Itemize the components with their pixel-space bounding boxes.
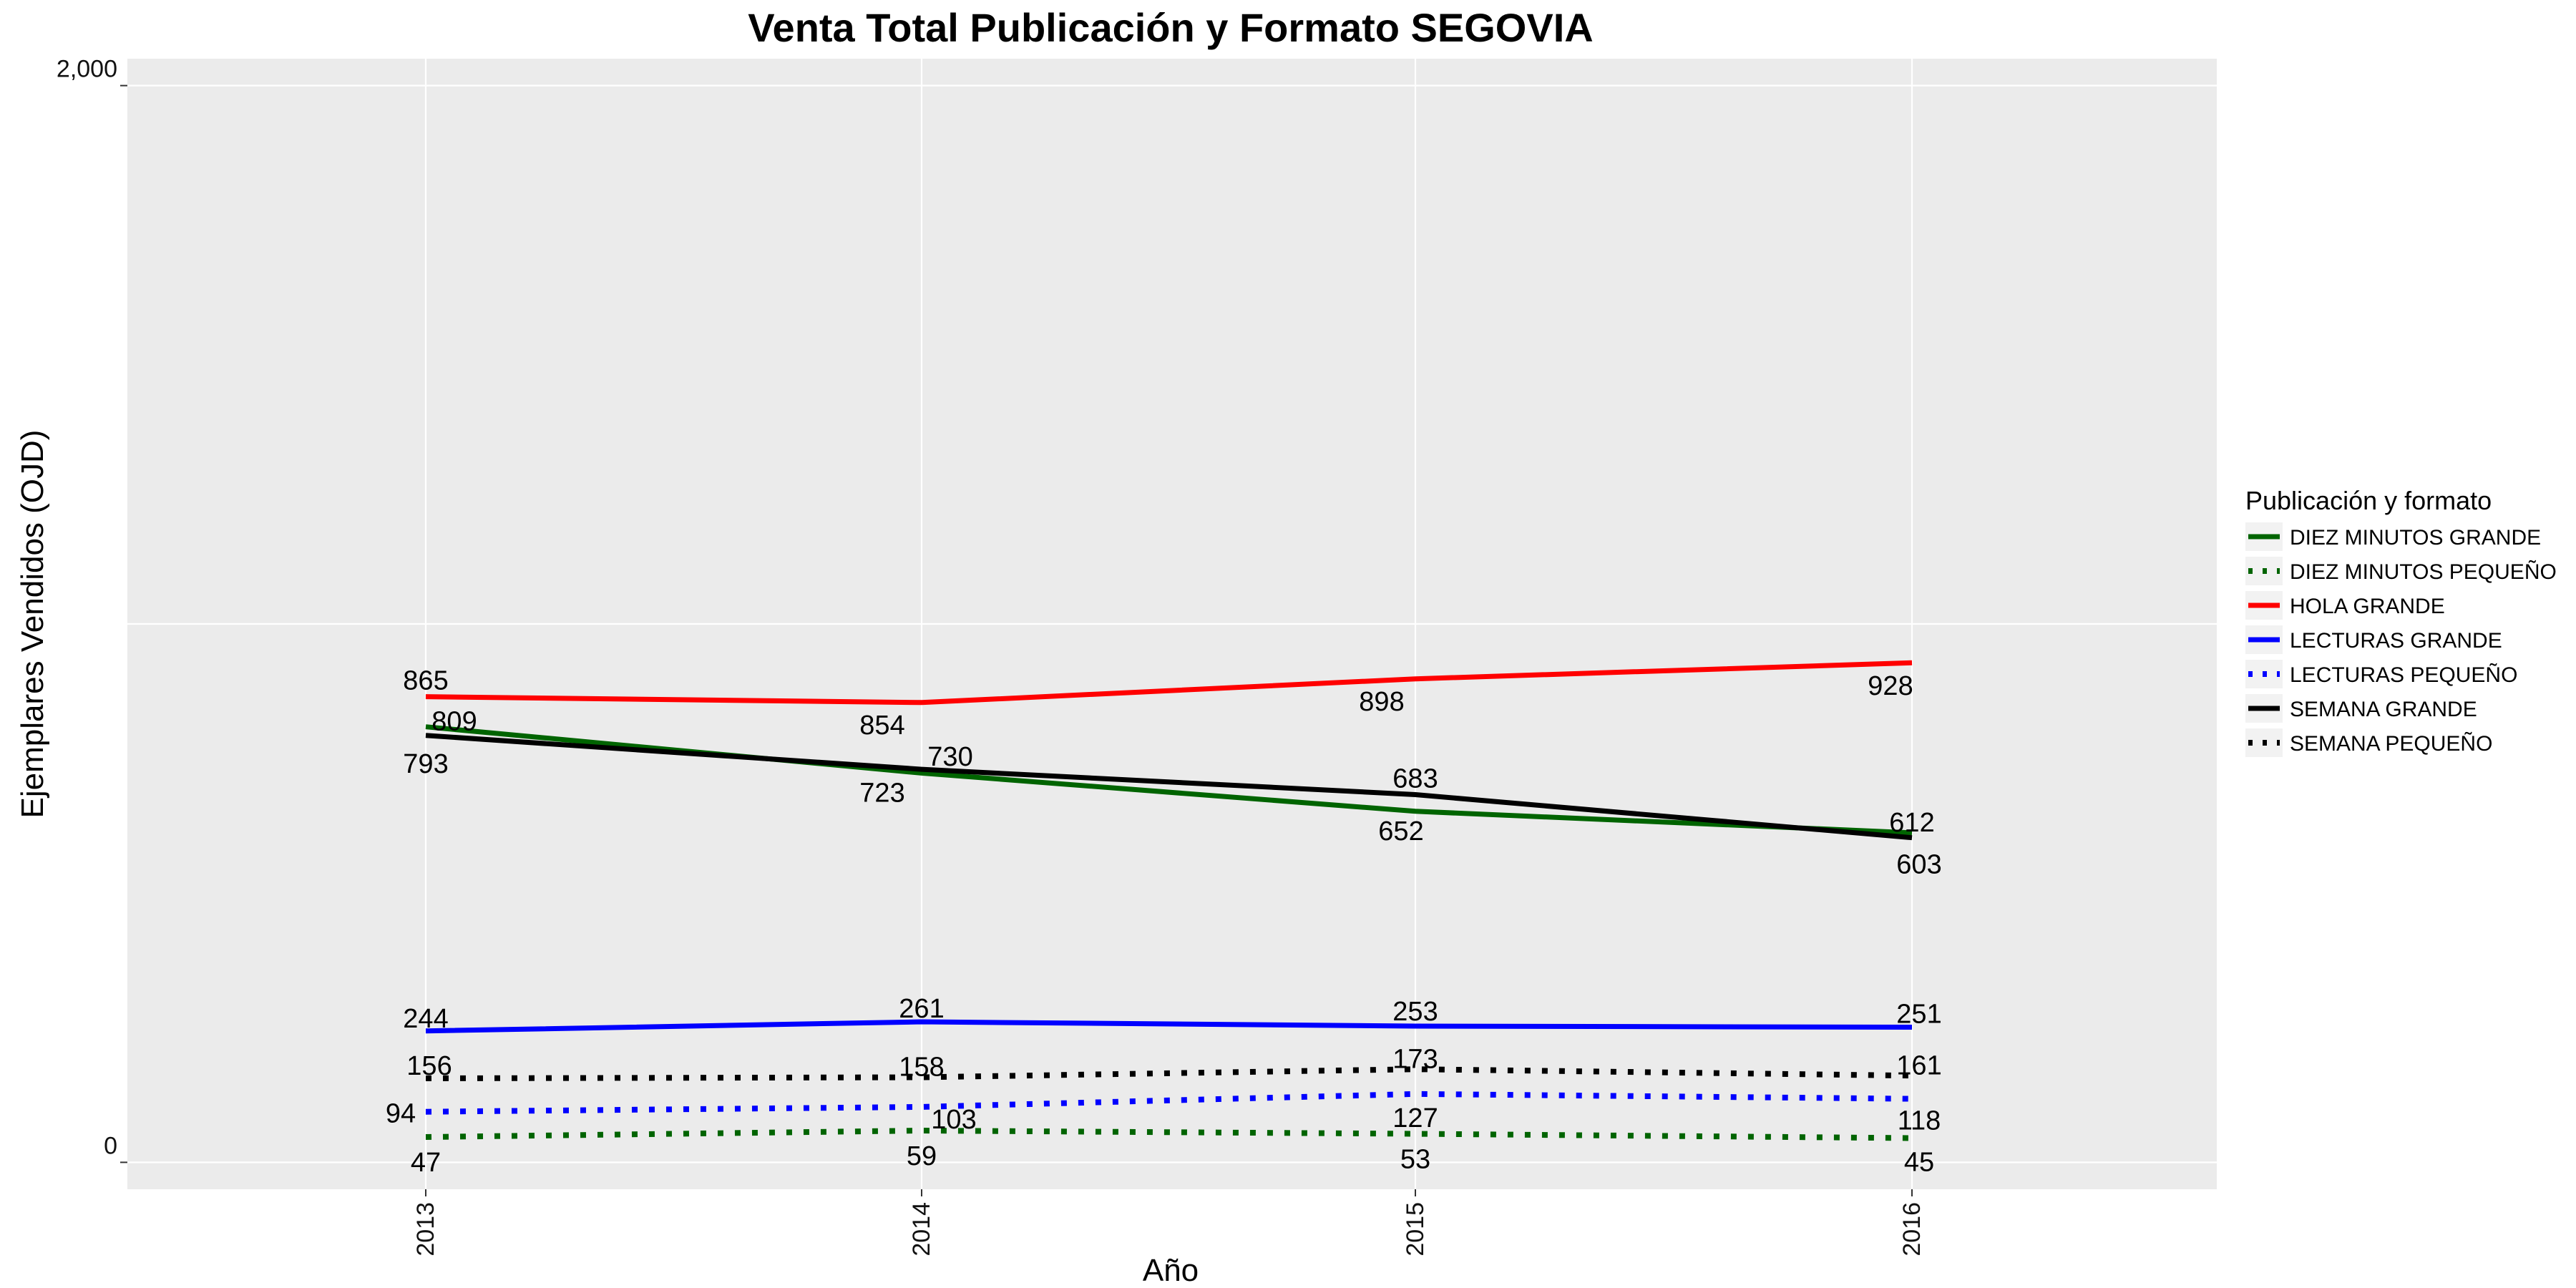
data-label: 928 xyxy=(1868,671,1913,701)
data-label: 53 xyxy=(1400,1145,1430,1175)
x-tick-label: 2014 xyxy=(908,1202,935,1257)
data-label: 59 xyxy=(907,1141,937,1171)
y-axis-title: Ejemplares Vendidos (OJD) xyxy=(15,430,50,819)
series-lines xyxy=(425,660,1913,1141)
data-label: 793 xyxy=(403,749,448,779)
data-label: 94 xyxy=(386,1099,416,1129)
data-label: 723 xyxy=(859,778,904,808)
legend-label: LECTURAS GRANDE xyxy=(2290,629,2502,653)
x-tick-label: 2016 xyxy=(1898,1202,1926,1257)
series-line xyxy=(425,1066,1913,1081)
series-line xyxy=(425,660,1913,706)
series-line xyxy=(425,1091,1913,1115)
legend-label: SEMANA GRANDE xyxy=(2290,698,2477,721)
y-axis-ticks: 0 2,000 xyxy=(57,56,127,1163)
x-tick-label: 2013 xyxy=(412,1202,439,1257)
data-label: 612 xyxy=(1889,808,1934,838)
chart-title: Venta Total Publicación y Formato SEGOVI… xyxy=(748,5,1593,50)
legend: Publicación y formato DIEZ MINUTOS GRAND… xyxy=(2245,486,2557,757)
x-axis-ticks: 2013 2014 2015 2016 xyxy=(412,1189,1926,1257)
legend-label: DIEZ MINUTOS PEQUEÑO xyxy=(2290,560,2557,584)
data-label: 158 xyxy=(899,1053,944,1083)
data-label: 898 xyxy=(1359,687,1404,717)
data-label: 683 xyxy=(1392,764,1438,794)
series-line xyxy=(425,1019,1913,1034)
data-label: 865 xyxy=(403,666,448,696)
y-tick-label: 2,000 xyxy=(57,56,117,83)
legend-title: Publicación y formato xyxy=(2245,486,2492,515)
legend-label: LECTURAS PEQUEÑO xyxy=(2290,663,2517,687)
legend-label: HOLA GRANDE xyxy=(2290,595,2445,618)
data-label: 161 xyxy=(1896,1050,1941,1080)
data-label: 244 xyxy=(403,1004,448,1034)
data-label: 127 xyxy=(1392,1103,1438,1133)
data-label: 253 xyxy=(1392,997,1438,1027)
data-label: 156 xyxy=(406,1051,452,1081)
data-label: 45 xyxy=(1904,1148,1934,1178)
x-tick-label: 2015 xyxy=(1402,1202,1429,1257)
data-label: 251 xyxy=(1896,1000,1941,1030)
legend-label: DIEZ MINUTOS GRANDE xyxy=(2290,526,2541,550)
data-label: 809 xyxy=(431,707,477,737)
y-tick-label: 0 xyxy=(104,1132,117,1159)
legend-label: SEMANA PEQUEÑO xyxy=(2290,731,2492,756)
data-labels: 809 723 652 612 47 59 53 45 865 854 898 928 244 261 25… xyxy=(386,666,1942,1178)
data-label: 652 xyxy=(1378,816,1423,847)
data-label: 173 xyxy=(1392,1044,1438,1074)
data-label: 730 xyxy=(927,742,972,772)
data-label: 103 xyxy=(931,1105,976,1135)
series-line xyxy=(425,733,1913,841)
data-label: 118 xyxy=(1898,1106,1941,1136)
grid-lines xyxy=(127,59,2217,1189)
data-label: 603 xyxy=(1896,850,1941,880)
data-label: 47 xyxy=(411,1148,441,1178)
series-line xyxy=(425,1128,1913,1141)
x-axis-title: Año xyxy=(1143,1253,1199,1288)
data-label: 261 xyxy=(899,994,944,1024)
data-label: 854 xyxy=(859,711,904,741)
